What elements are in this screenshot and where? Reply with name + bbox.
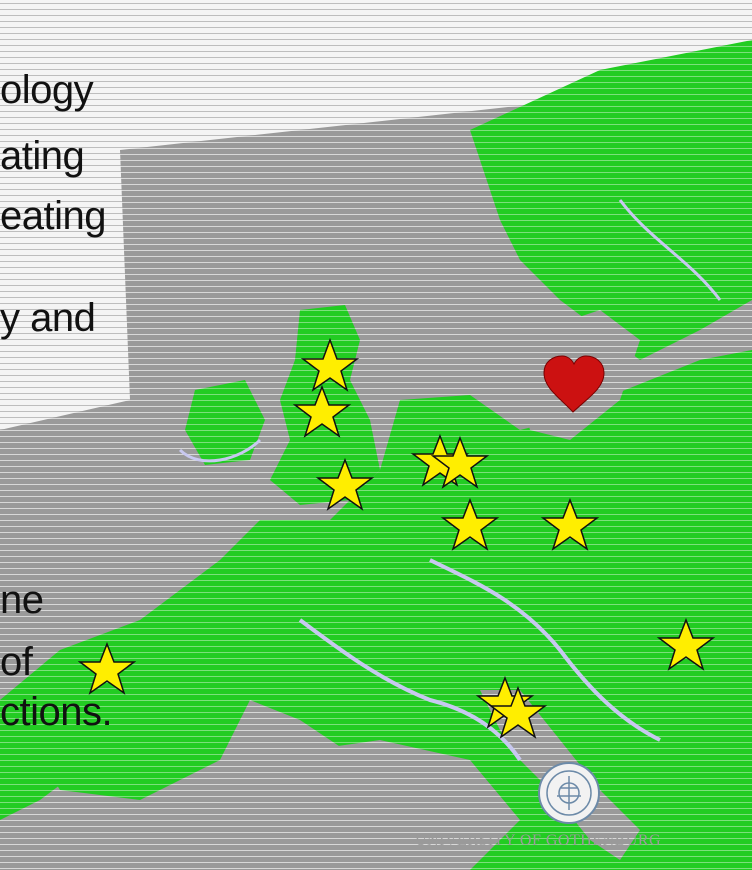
river [429,558,661,742]
star-marker [430,435,490,489]
star-marker [656,617,716,671]
slide-text-line-2: ating [0,134,85,178]
star-marker [488,685,548,739]
slide-text-line-4: y and [0,296,96,340]
river [618,199,722,301]
slide-text-line-1: ology [0,68,94,112]
star-marker [540,497,600,551]
star-marker [315,457,375,511]
heart-marker [543,355,605,413]
slide-text-line-5: ne [0,578,44,622]
land-scandinavia [470,40,752,360]
star-marker [292,384,352,438]
star-marker [300,337,360,392]
river [178,438,262,463]
river [298,618,522,762]
slide-text-line-6: of [0,640,33,684]
land-ireland [185,380,265,465]
sea-mediterranean [200,740,520,870]
university-seal-logo [538,762,600,824]
university-name: UNIVERSITY OF GOTHENBURG [415,832,662,849]
land-continent [0,350,752,870]
slide-text-line-3: eating [0,194,106,238]
land-iberia [30,650,250,800]
inline-star-icon [78,641,136,695]
star-marker [440,497,500,551]
slide-text-line-7: ctions. [0,690,113,734]
